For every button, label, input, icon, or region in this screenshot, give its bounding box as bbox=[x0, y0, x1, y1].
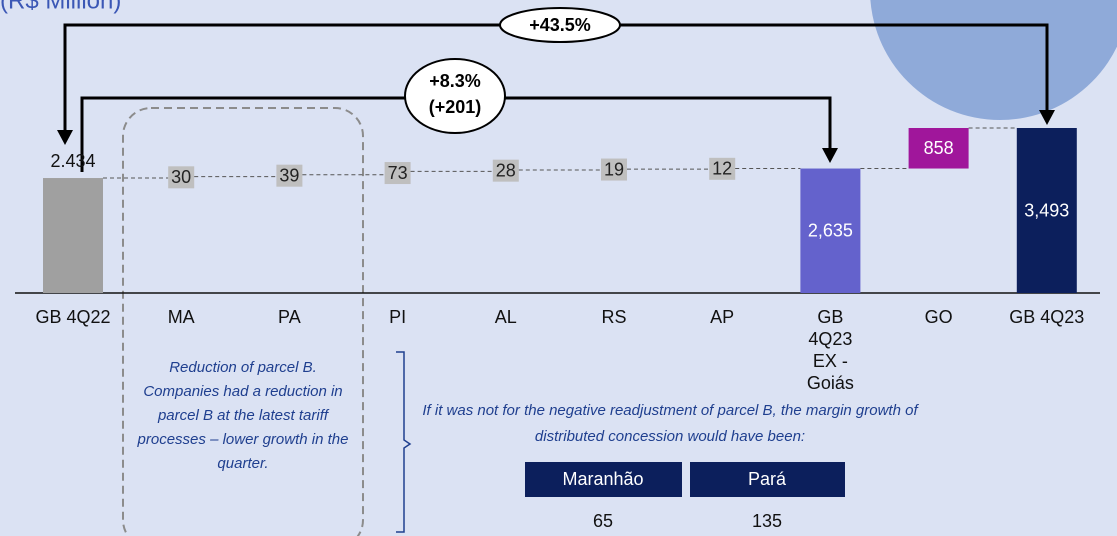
table-header-cell bbox=[690, 462, 845, 497]
table-value: 65 bbox=[593, 511, 613, 531]
value-label: 858 bbox=[924, 138, 954, 158]
value-label: 39 bbox=[279, 165, 299, 185]
x-tick-label: AP bbox=[710, 307, 735, 327]
bar bbox=[709, 157, 736, 180]
bar bbox=[43, 178, 103, 293]
table-header: Pará bbox=[748, 469, 787, 489]
growth-total: +43.5% bbox=[529, 15, 591, 35]
value-label: 3,493 bbox=[1024, 200, 1069, 220]
bar bbox=[492, 159, 519, 182]
decor-circle bbox=[870, 0, 1117, 120]
x-tick-label: GB 4Q23 bbox=[1009, 307, 1085, 327]
x-tick-label: AL bbox=[494, 307, 517, 327]
value-label: 28 bbox=[496, 160, 516, 180]
bar bbox=[908, 128, 969, 169]
footnote: If it was not for the negative readjustm… bbox=[422, 402, 918, 445]
table-header: Maranhão bbox=[562, 469, 643, 489]
bar bbox=[800, 168, 861, 293]
x-tick-label: GB 4Q22 bbox=[35, 307, 111, 327]
bar bbox=[276, 164, 303, 187]
x-tick-label: PI bbox=[389, 307, 407, 327]
bar bbox=[384, 162, 411, 185]
x-tick-label: MA bbox=[167, 307, 195, 327]
growth-ex: (+201) bbox=[429, 97, 482, 117]
bar bbox=[601, 158, 627, 181]
arrowhead bbox=[822, 148, 838, 163]
note-box-text: Reduction of parcel B. Companies had a r… bbox=[137, 359, 349, 472]
growth-bubble bbox=[499, 7, 621, 43]
bracket bbox=[396, 351, 412, 533]
bar bbox=[1016, 128, 1077, 293]
arrowhead bbox=[57, 130, 73, 145]
bar bbox=[168, 166, 195, 189]
table-value: 135 bbox=[752, 511, 782, 531]
x-tick-label: PA bbox=[278, 307, 301, 327]
x-tick-label: RS bbox=[601, 307, 627, 327]
value-label: 2,635 bbox=[808, 221, 853, 241]
value-label: 2.434 bbox=[50, 151, 95, 171]
x-tick-label: GO bbox=[924, 307, 953, 327]
title: (R$ Million) bbox=[0, 0, 121, 14]
table-header-cell bbox=[525, 462, 682, 497]
growth-ex: +8.3% bbox=[429, 71, 481, 91]
value-label: 30 bbox=[171, 167, 191, 187]
x-tick-label: GB 4Q23 EX - Goiás bbox=[806, 307, 854, 393]
note-frame bbox=[122, 107, 364, 536]
arrowhead bbox=[1039, 110, 1055, 125]
value-label: 19 bbox=[604, 159, 624, 179]
value-label: 12 bbox=[712, 159, 732, 179]
growth-bubble bbox=[404, 58, 506, 134]
value-label: 73 bbox=[388, 163, 408, 183]
